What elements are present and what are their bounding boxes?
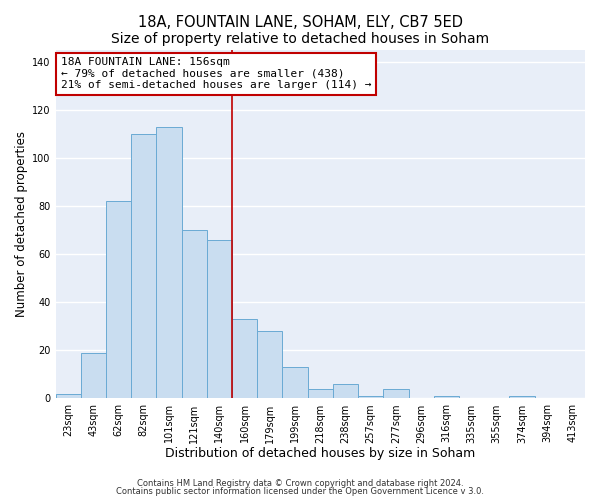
Bar (106, 202, 131, 398)
Bar (358, 396, 383, 398)
Text: 18A, FOUNTAIN LANE, SOHAM, ELY, CB7 5ED: 18A, FOUNTAIN LANE, SOHAM, ELY, CB7 5ED (137, 15, 463, 30)
X-axis label: Distribution of detached houses by size in Soham: Distribution of detached houses by size … (165, 447, 475, 460)
Bar (509, 396, 535, 398)
Y-axis label: Number of detached properties: Number of detached properties (15, 131, 28, 317)
Bar (81, 353, 106, 399)
Text: Contains public sector information licensed under the Open Government Licence v : Contains public sector information licen… (116, 487, 484, 496)
Bar (257, 331, 283, 398)
Bar (182, 230, 207, 398)
Bar (207, 240, 232, 398)
Bar (232, 319, 257, 398)
Text: Size of property relative to detached houses in Soham: Size of property relative to detached ho… (111, 32, 489, 46)
Bar (383, 389, 409, 398)
Text: Contains HM Land Registry data © Crown copyright and database right 2024.: Contains HM Land Registry data © Crown c… (137, 478, 463, 488)
Bar (131, 134, 157, 398)
Bar (333, 384, 358, 398)
Bar (434, 396, 459, 398)
Bar (157, 127, 182, 398)
Text: 18A FOUNTAIN LANE: 156sqm
← 79% of detached houses are smaller (438)
21% of semi: 18A FOUNTAIN LANE: 156sqm ← 79% of detac… (61, 57, 371, 90)
Bar (283, 367, 308, 398)
Bar (308, 389, 333, 398)
Bar (56, 394, 81, 398)
